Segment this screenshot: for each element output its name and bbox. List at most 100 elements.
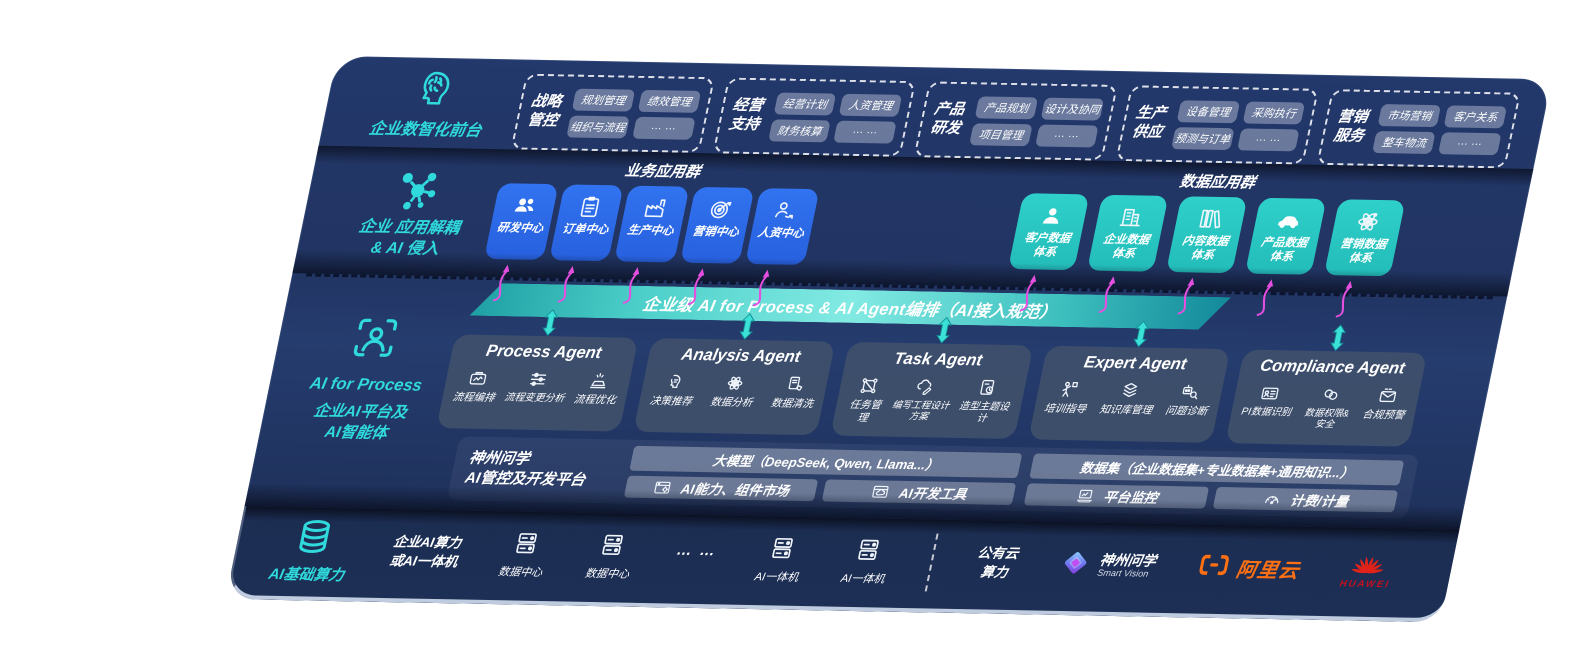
front-group: 战略管控 规划管理 绩效管理 组织与流程… … [510, 73, 715, 153]
flow-arrow-icon [746, 266, 782, 313]
agent-title: Expert Agent [1082, 353, 1189, 374]
front-group-chips: 产品规划 设计及协同 项目管理… … [969, 95, 1105, 148]
engineering-plan-icon [912, 376, 937, 397]
issue-diagnosis-icon [1178, 381, 1203, 402]
data-app-group: 数据应用群 客户数据 体系 企业数据 体系 内容数据 体系 产品数据 体系 营销… [1007, 167, 1411, 318]
ai-layer-subtitle: 企业AI平台及 AI智能体 [278, 401, 439, 446]
agent-capability-label: 数据权限& 安全 [1303, 407, 1351, 431]
agent-items: 培训指导 知识库管理 问题诊断 [1043, 379, 1214, 419]
compute-line2: 或AI一体机 [388, 552, 459, 569]
server-icon [766, 534, 799, 561]
agent-capability: 编写工程设计方案 [884, 376, 960, 424]
agent-box: Process Agent 流程编排 流程变更分析 流程优化 [436, 309, 639, 432]
server-icon [510, 529, 543, 556]
connector-arrow-icon [1131, 320, 1152, 348]
compute-line1: 企业AI算力 [392, 533, 463, 551]
agent-capability-label: 编写工程设计方案 [891, 399, 951, 423]
aliyun-wordmark: 阿里云 [1234, 559, 1302, 583]
agent-capability: PI数据识别 [1240, 383, 1297, 420]
card-label: 订单中心 [560, 223, 610, 237]
front-group: 经营支持 经营计划 人资管理 财务核算… … [712, 77, 917, 157]
compliance-alert-icon [1375, 385, 1400, 406]
agent-capability-label: 知识库管理 [1098, 403, 1154, 417]
layer-title-line1: 企业 应用解耦 [357, 218, 462, 238]
connector-arrow-icon [540, 309, 561, 337]
front-group-name: 产品研发 [928, 100, 967, 137]
agent-title: Task Agent [892, 349, 984, 370]
dataset-bar: 数据集（企业数据集+专业数据集+通用知识...） [1029, 453, 1405, 486]
component-market-icon [651, 478, 674, 497]
agent-capability: 造型主题设计 [954, 377, 1016, 426]
architecture-board: 企业数智化前台 战略管控 规划管理 绩效管理 组织与流程… … 经营支持 经营计划人… [225, 56, 1552, 623]
infra-label-block: AI基础算力 [267, 516, 356, 585]
connector-arrow-icon [737, 312, 758, 340]
front-group-name: 生产供应 [1130, 104, 1168, 141]
connector-arrow-icon [934, 316, 955, 344]
infra-node-label: AI一体机 [839, 572, 886, 586]
agent-title: Process Agent [484, 341, 604, 363]
agent-capability: 流程编排 [451, 367, 500, 404]
agent-capability: 流程变更分析 [503, 368, 570, 405]
front-chip: 绩效管理 [637, 89, 701, 113]
agent-capability-label: 流程变更分析 [503, 392, 566, 405]
platform-cell: AI能力、组件市场 [623, 475, 819, 502]
card-label: 人资中心 [756, 227, 805, 240]
enterprise-compute-label: 企业AI算力 或AI一体机 [388, 533, 463, 572]
agents-row: Process Agent 流程编排 流程变更分析 流程优化 Analysis … [436, 309, 1428, 447]
database-icon [290, 516, 338, 557]
business-app-group: 业务应用群 研发中心 订单中心 生产中心 营销中心 人资中心 [484, 157, 825, 307]
marketing-target-icon [705, 196, 736, 222]
front-chip: 设备管理 [1176, 99, 1240, 123]
hr-people-icon [770, 197, 801, 223]
agent-capability-label: 造型主题设计 [957, 401, 1011, 425]
flow-arrow-icon [1249, 276, 1285, 323]
agent-box: Analysis Agent 决策推荐 数据分析 数据清洗 [633, 312, 836, 436]
flow-arrow-icon [1091, 273, 1127, 320]
front-group-name: 战略管控 [525, 93, 564, 130]
agent-box: Compliance Agent PI数据识别 数据权限& 安全 合规预警 [1224, 324, 1428, 447]
business-card: 研发中心 [484, 183, 559, 302]
huawei-flower-icon [1349, 551, 1388, 581]
infra-node-label: AI一体机 [753, 570, 800, 584]
dashed-vertical-divider [925, 533, 939, 591]
molecule-icon [389, 167, 444, 214]
agent-items: PI数据识别 数据权限& 安全 合规预警 [1238, 383, 1411, 433]
front-group-chips: 市场营销 客户关系 整车物流… … [1372, 103, 1508, 155]
agent-capability-label: 合规预警 [1361, 408, 1406, 422]
agent-capability: 合规预警 [1361, 385, 1410, 422]
infra-title: AI基础算力 [267, 565, 346, 584]
agent-items: 任务管理 编写工程设计方案 造型主题设计 [843, 375, 1016, 427]
huawei-logo: HUAWEI [1339, 550, 1397, 590]
agent-capability-label: PI数据识别 [1240, 406, 1292, 419]
agent-capability-label: 数据分析 [709, 396, 754, 410]
public-cloud-label: 公有云 算力 [972, 544, 1020, 582]
agent-capability: 任务管理 [843, 375, 890, 425]
data-clean-icon [783, 374, 808, 395]
front-chip: 项目管理 [969, 122, 1033, 146]
front-chip: 整车物流 [1372, 130, 1436, 154]
agent-items: 决策推荐 数据分析 数据清洗 [648, 371, 819, 411]
front-chip: 规划管理 [571, 88, 636, 112]
agent-items: 流程编排 流程变更分析 流程优化 [451, 367, 622, 407]
infra-node: 数据中心 [584, 531, 638, 582]
card-label: 生产中心 [626, 224, 675, 238]
infra-node: AI一体机 [753, 534, 807, 585]
layer-title: 企业数智化前台 [367, 120, 483, 140]
agent-capability: 培训指导 [1043, 379, 1092, 416]
card-label: 企业数据 体系 [1102, 233, 1151, 260]
smart-vision-logo: 神州问学 Smart Vision [1055, 546, 1159, 586]
knowledge-base-icon [1117, 380, 1142, 401]
person-scan-icon [348, 314, 403, 361]
front-chip: 市场营销 [1378, 103, 1442, 127]
data-card: 内容数据 体系 [1165, 196, 1248, 315]
agent-box: Expert Agent 培训指导 知识库管理 问题诊断 [1027, 320, 1231, 443]
front-chip: … … [833, 120, 897, 144]
aliyun-logo: 阿里云 [1195, 552, 1303, 585]
data-card: 营销数据 体系 [1323, 199, 1406, 318]
task-manage-icon [857, 375, 882, 396]
agent-capability: 问题诊断 [1164, 381, 1213, 418]
front-chip: 人资管理 [839, 93, 903, 117]
brain-head-icon [407, 68, 460, 113]
front-office-label-block: 企业数智化前台 [347, 63, 514, 150]
front-chip: 产品规划 [974, 95, 1039, 119]
